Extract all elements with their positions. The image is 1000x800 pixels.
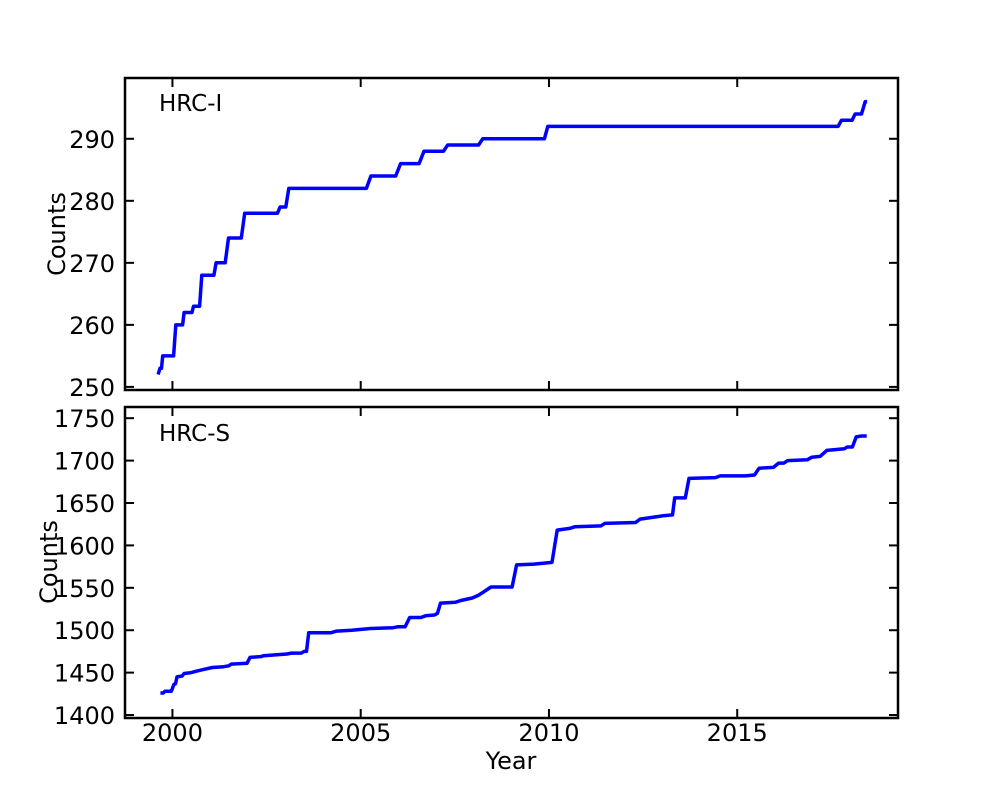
panel-label-hrc-i: HRC-I <box>159 91 223 117</box>
y-tick-label: 1550 <box>54 575 115 603</box>
hrc-i-line <box>156 99 868 376</box>
y-tick-label: 1750 <box>54 405 115 433</box>
y-axis-title-top: Counts <box>43 192 71 276</box>
y-tick-label: 250 <box>69 374 115 402</box>
x-axis-title: Year <box>485 747 537 775</box>
hrc-s-line <box>160 434 867 695</box>
x-tick-label: 2010 <box>518 719 579 747</box>
y-tick-label: 1500 <box>54 617 115 645</box>
subplot-hrc-i: 250 260 270 280 290 <box>69 76 900 402</box>
y-tick-label: 1600 <box>54 532 115 560</box>
hrc-i-axes-frame <box>123 76 900 392</box>
x-tick-label: 2000 <box>142 719 203 747</box>
y-tick-label: 1650 <box>54 490 115 518</box>
x-tick-label: 2015 <box>707 719 768 747</box>
x-tick-label: 2005 <box>330 719 391 747</box>
subplot-hrc-s: 2000 2005 2010 2015 1400 1450 1500 1550 1600 1650… <box>54 405 900 747</box>
hrc-s-axes-frame <box>123 405 900 720</box>
y-tick-label: 280 <box>69 188 115 216</box>
y-axis-title-bottom: Counts <box>35 520 63 604</box>
y-tick-label: 1450 <box>54 660 115 688</box>
y-tick-label: 1700 <box>54 448 115 476</box>
panel-label-hrc-s: HRC-S <box>159 421 231 447</box>
y-tick-label: 290 <box>69 126 115 154</box>
y-tick-label: 260 <box>69 312 115 340</box>
y-tick-label: 270 <box>69 250 115 278</box>
y-tick-label: 1400 <box>54 702 115 730</box>
